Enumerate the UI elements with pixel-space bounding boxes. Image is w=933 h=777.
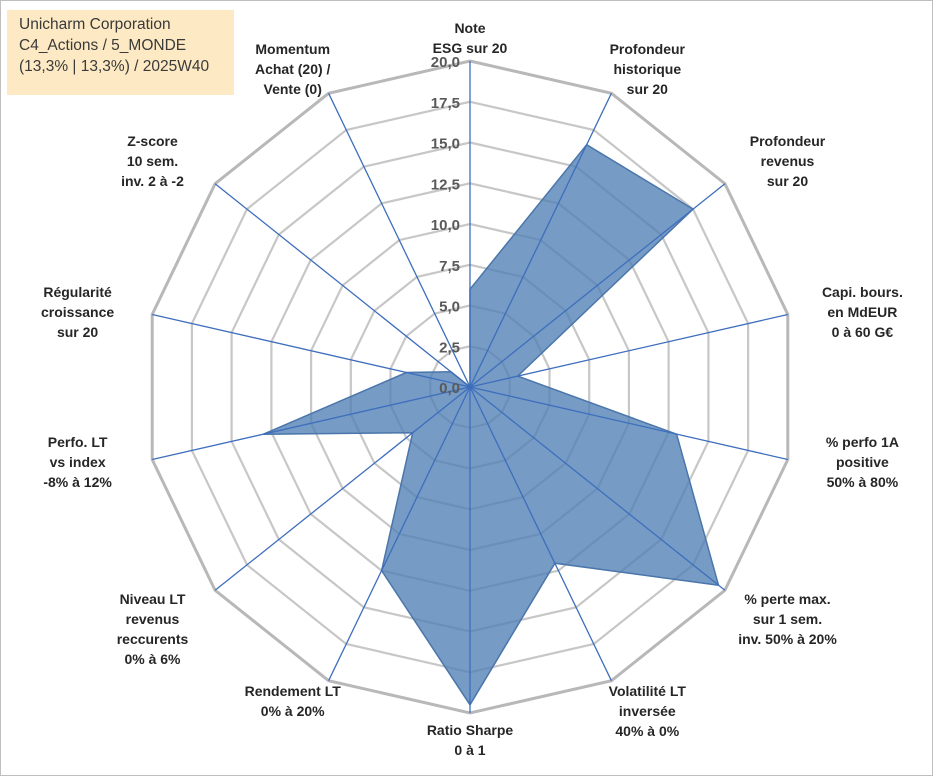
axis-label-line: en MdEUR bbox=[827, 304, 897, 320]
axis-label-12: Z-score 10 sem. inv. 2 à -2 bbox=[121, 133, 184, 189]
axis-label-11: Régularité croissance sur 20 bbox=[41, 284, 114, 340]
axis-label-line: -8% à 12% bbox=[43, 474, 112, 490]
axis-label-line: sur 20 bbox=[767, 173, 808, 189]
axis-label-line: vs index bbox=[50, 454, 106, 470]
axis-label-line: Niveau LT bbox=[120, 591, 186, 607]
axis-label-line: ESG sur 20 bbox=[433, 40, 508, 56]
radar-tick-labels: 0,0 2,5 5,0 7,5 10,0 12,5 15,0 17,5 20,0 bbox=[431, 54, 460, 397]
axis-label-line: croissance bbox=[41, 304, 114, 320]
axis-label-0: Note ESG sur 20 bbox=[433, 20, 508, 56]
axis-label-line: Momentum bbox=[255, 41, 330, 57]
axis-label-line: Achat (20) / bbox=[255, 61, 331, 77]
axis-label-line: Z-score bbox=[127, 133, 178, 149]
axis-label-line: historique bbox=[613, 61, 681, 77]
axis-label-9: Niveau LT revenus reccurents 0% à 6% bbox=[117, 591, 189, 667]
axis-label-4: % perfo 1A positive 50% à 80% bbox=[826, 434, 899, 490]
axis-label-5: % perte max. sur 1 sem. inv. 50% à 20% bbox=[738, 591, 837, 647]
axis-label-line: 0 à 60 G€ bbox=[832, 324, 894, 340]
axis-label-13: Momentum Achat (20) / Vente (0) bbox=[255, 41, 331, 97]
chart-title-box: Unicharm Corporation C4_Actions / 5_MOND… bbox=[7, 10, 234, 95]
axis-label-line: Capi. bours. bbox=[822, 284, 903, 300]
axis-label-1: Profondeur historique sur 20 bbox=[610, 41, 686, 97]
axis-label-line: 10 sem. bbox=[127, 153, 178, 169]
axis-label-line: % perfo 1A bbox=[826, 434, 899, 450]
axis-label-line: Perfo. LT bbox=[48, 434, 108, 450]
axis-label-line: reccurents bbox=[117, 631, 189, 647]
axis-label-line: sur 20 bbox=[627, 81, 668, 97]
tick-label: 5,0 bbox=[439, 299, 460, 316]
title-category: C4_Actions / 5_MONDE bbox=[19, 35, 226, 56]
axis-label-line: Profondeur bbox=[610, 41, 686, 57]
axis-label-line: Rendement LT bbox=[245, 683, 342, 699]
axis-label-line: 40% à 0% bbox=[615, 723, 679, 739]
tick-label: 0,0 bbox=[439, 380, 460, 397]
axis-label-3: Capi. bours. en MdEUR 0 à 60 G€ bbox=[822, 284, 903, 340]
axis-label-line: Vente (0) bbox=[264, 81, 322, 97]
axis-label-6: Volatilité LT inversée 40% à 0% bbox=[609, 683, 687, 739]
tick-label: 7,5 bbox=[439, 258, 460, 275]
axis-label-line: Note bbox=[454, 20, 485, 36]
axis-label-line: Ratio Sharpe bbox=[427, 722, 514, 738]
tick-label: 2,5 bbox=[439, 339, 460, 356]
axis-label-line: inv. 50% à 20% bbox=[738, 631, 837, 647]
axis-label-line: inversée bbox=[619, 703, 676, 719]
axis-label-line: Profondeur bbox=[750, 133, 826, 149]
axis-label-line: Volatilité LT bbox=[609, 683, 687, 699]
axis-label-line: revenus bbox=[761, 153, 815, 169]
axis-label-line: 0 à 1 bbox=[454, 742, 485, 758]
axis-label-line: 50% à 80% bbox=[827, 474, 899, 490]
axis-label-8: Rendement LT 0% à 20% bbox=[245, 683, 342, 719]
axis-label-line: % perte max. bbox=[744, 591, 830, 607]
axis-label-line: sur 20 bbox=[57, 324, 98, 340]
title-stats: (13,3% | 13,3%) / 2025W40 bbox=[19, 56, 226, 77]
tick-label: 12,5 bbox=[431, 176, 460, 193]
axis-label-line: revenus bbox=[126, 611, 180, 627]
axis-label-7: Ratio Sharpe 0 à 1 bbox=[427, 722, 514, 758]
axis-label-2: Profondeur revenus sur 20 bbox=[750, 133, 826, 189]
axis-label-line: sur 1 sem. bbox=[753, 611, 822, 627]
axis-label-line: inv. 2 à -2 bbox=[121, 173, 184, 189]
tick-label: 10,0 bbox=[431, 217, 460, 234]
axis-label-line: 0% à 6% bbox=[124, 651, 181, 667]
axis-label-line: 0% à 20% bbox=[261, 703, 325, 719]
title-company: Unicharm Corporation bbox=[19, 14, 226, 35]
axis-label-10: Perfo. LT vs index -8% à 12% bbox=[43, 434, 112, 490]
axis-label-line: positive bbox=[836, 454, 889, 470]
tick-label: 15,0 bbox=[431, 136, 460, 153]
axis-label-line: Régularité bbox=[43, 284, 112, 300]
tick-label: 17,5 bbox=[431, 95, 460, 112]
tick-label: 20,0 bbox=[431, 54, 460, 71]
